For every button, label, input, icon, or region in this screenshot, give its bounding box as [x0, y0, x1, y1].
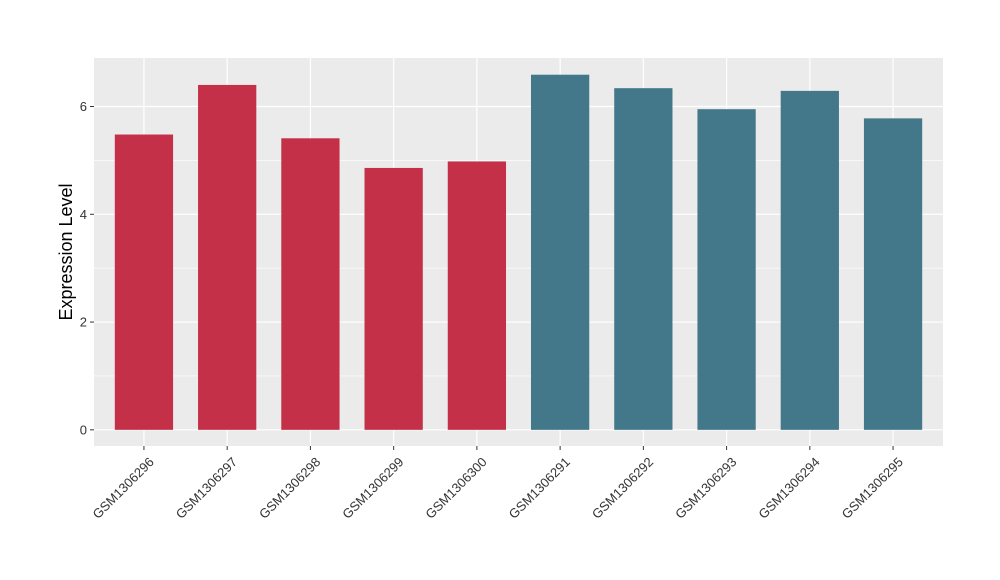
bar-GSM1306297 — [198, 84, 257, 430]
x-tick-label: GSM1306295 — [839, 454, 906, 521]
x-tick-label: GSM1306296 — [90, 454, 157, 521]
y-tick-label: 4 — [80, 207, 87, 222]
x-tick-label: GSM1306299 — [339, 454, 406, 521]
x-tick-label: GSM1306291 — [506, 454, 573, 521]
bar-GSM1306293 — [697, 109, 756, 430]
y-axis: 0 2 4 6 — [80, 99, 94, 437]
x-tick-label: GSM1306293 — [672, 454, 739, 521]
y-tick-label: 6 — [80, 99, 87, 114]
bar-GSM1306292 — [614, 88, 673, 430]
x-tick-label: GSM1306300 — [422, 454, 489, 521]
y-tick-label: 2 — [80, 315, 87, 330]
y-axis-title: Expression Level — [56, 183, 76, 320]
bar-GSM1306291 — [530, 74, 590, 430]
bars — [114, 74, 923, 430]
x-tick-label: GSM1306297 — [173, 454, 240, 521]
bar-GSM1306295 — [863, 118, 923, 430]
x-tick-label: GSM1306292 — [589, 454, 656, 521]
x-tick-label: GSM1306294 — [755, 454, 822, 521]
bar-GSM1306296 — [114, 134, 174, 430]
bar-GSM1306298 — [281, 138, 340, 430]
bar-GSM1306300 — [447, 161, 507, 430]
bar-GSM1306299 — [364, 167, 423, 430]
bar-GSM1306294 — [780, 90, 839, 430]
x-axis: GSM1306296 GSM1306297 GSM1306298 GSM1306299… — [90, 446, 906, 522]
x-tick-label: GSM1306298 — [256, 454, 323, 521]
y-tick-label: 0 — [80, 422, 87, 437]
